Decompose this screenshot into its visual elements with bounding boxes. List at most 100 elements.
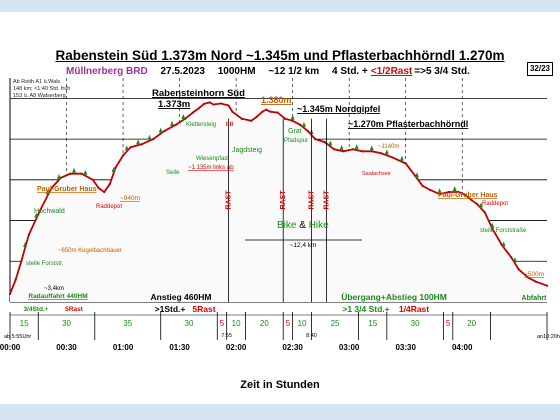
subtitle-hm: 1000HM [217, 66, 256, 77]
klettersteig-grade: I-II [226, 122, 233, 128]
profile-point [261, 110, 264, 113]
profile-point [268, 110, 272, 113]
chart-subtitle: Müllnerberg BRD 27.5.2023 1000HM ~12 1/2… [66, 66, 480, 77]
profile-point [14, 278, 17, 281]
profile-point [8, 292, 12, 295]
top-band [0, 0, 560, 12]
profile-point [80, 172, 83, 175]
abfahrt-label: Abfahrt [522, 295, 548, 302]
tree-icon [512, 257, 517, 263]
x-tick-label: 01:00 [113, 343, 134, 352]
tree-icon [23, 242, 28, 248]
x-tick-label: 00:00 [0, 343, 21, 352]
profile-point [476, 203, 479, 206]
profile-point [283, 117, 287, 120]
wiesenpfad-altitude: ~1.135m links ab [188, 165, 234, 171]
segment-minutes: 25 [331, 319, 340, 328]
tree-icon [354, 144, 359, 150]
profile-point [491, 227, 494, 230]
tree-icon [414, 172, 419, 178]
profile-point [447, 190, 451, 194]
profile-point [91, 178, 95, 181]
profile-point [255, 115, 258, 118]
tree-icon [490, 222, 495, 228]
profile-point [20, 260, 23, 263]
altitude-940-label: ~940m [120, 195, 140, 202]
rast-label: RAST [324, 190, 331, 210]
segment-minutes: 35 [123, 319, 132, 328]
pflasterbach-label: ~1.270m Pflasterbachhörndl [348, 119, 468, 129]
end-time-label: an10:20h [537, 334, 560, 340]
profile-point [332, 148, 336, 151]
x-tick-label: 02:00 [226, 343, 247, 352]
peak-north-label: ~1.345m Nordgipfel [297, 104, 380, 114]
pfadspur-label: Pfadspur [284, 138, 308, 144]
profile-point [114, 166, 117, 169]
start-info-line: Ab Reith A1 ü.Wals [13, 79, 61, 85]
altitude-500-label: ~500m [524, 271, 544, 278]
tree-icon [56, 173, 61, 179]
segment-minutes: 15 [368, 319, 377, 328]
profile-point [27, 233, 30, 236]
profile-point [69, 172, 72, 175]
tree-icon [158, 127, 163, 133]
tree-icon [399, 155, 404, 161]
profile-point [351, 148, 355, 151]
tree-icon [437, 188, 442, 194]
profile-point [250, 119, 253, 122]
profile-point [197, 107, 200, 110]
x-tick-label: 01:30 [169, 343, 190, 352]
profile-point [404, 162, 407, 165]
profile-point [140, 143, 143, 146]
start-info-line: 148 km; <1:40 Std. früh [13, 86, 71, 92]
subtitle-distance: ~12 1/2 km [268, 66, 320, 77]
profile-point [174, 123, 177, 126]
profile-point [342, 150, 345, 153]
rast-label: RAST [308, 190, 315, 210]
distance-left-label: ~3,4km [44, 286, 64, 292]
segment-minutes: 30 [411, 319, 420, 328]
kugelbachbauer-label: ~650m Kugelbachbauer [58, 248, 122, 254]
peak-south-altitude: 1.373m [158, 99, 190, 110]
profile-point [510, 256, 513, 259]
segment-minutes: 5 [286, 319, 291, 328]
tree-icon [45, 189, 50, 195]
tree-icon [34, 212, 39, 218]
wiesenpfad-label: Wiesenpfad [196, 156, 228, 162]
uebergang-label: Übergang+Abstieg 100HM [341, 292, 447, 302]
radauffahrt-time: 3/4Std.+ [23, 306, 48, 313]
seile-label: Seile [166, 170, 180, 176]
forststrasse-right-label: steile Forststraße [480, 228, 527, 234]
profile-point [483, 211, 486, 214]
segment-minutes: 30 [185, 319, 194, 328]
raddepot-right-label: Raddepot [482, 201, 508, 207]
segment-minutes: 20 [260, 319, 269, 328]
tree-icon [290, 114, 295, 120]
profile-point [129, 146, 132, 149]
profile-point [219, 102, 223, 105]
profile-point [470, 199, 473, 202]
x-tick-label: 02:30 [282, 343, 303, 352]
profile-point [462, 192, 466, 196]
profile-point [545, 284, 549, 287]
klettersteig-label: Klettersteig [186, 122, 216, 128]
profile-area [10, 102, 547, 303]
tree-icon [501, 241, 506, 247]
profile-point [421, 184, 424, 188]
jagdsteig-label: Jagdsteig [232, 147, 262, 154]
tree-icon [181, 113, 186, 119]
tree-icon [328, 140, 333, 146]
radauffahrt-rast: 5Rast [65, 306, 84, 313]
profile-point [534, 280, 537, 283]
subtitle-time: 4 Std. + [331, 66, 368, 77]
profile-point [50, 186, 53, 190]
profile-point [429, 188, 432, 192]
tree-icon [452, 186, 457, 192]
profile-point [152, 137, 155, 141]
profile-point [240, 117, 243, 120]
start-info: Ab Reith A1 ü.Wals 148 km; <1:40 Std. fr… [13, 79, 70, 100]
subtitle-rast: <1/2Rast [370, 66, 413, 77]
profile-point [457, 190, 460, 194]
profile-point [370, 150, 373, 153]
profile-point [291, 119, 294, 122]
